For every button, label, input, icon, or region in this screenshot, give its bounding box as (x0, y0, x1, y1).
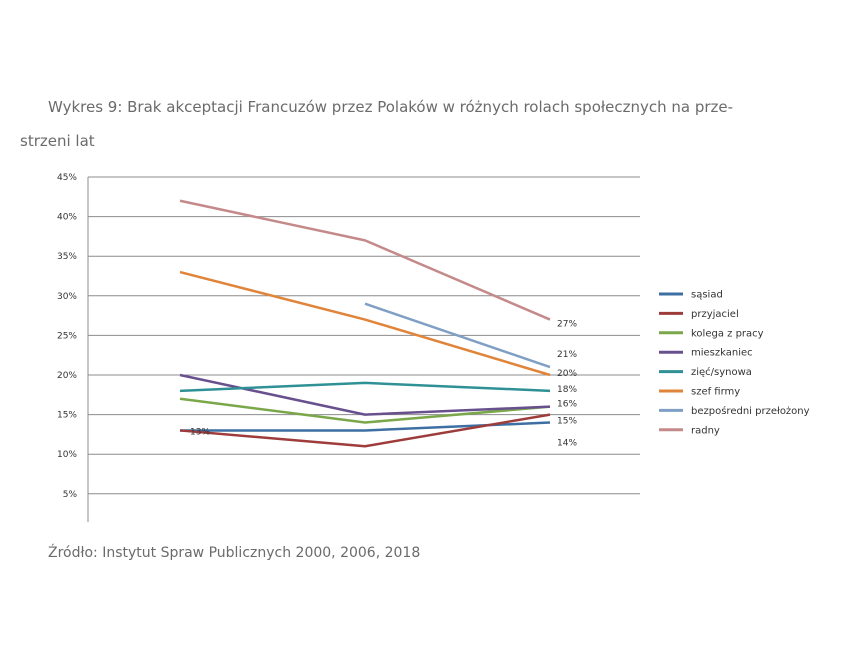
legend-label: przyjaciel (691, 309, 739, 320)
y-tick-label: 5% (63, 490, 78, 500)
y-tick-label: 30% (57, 292, 77, 302)
axes: 5% 10% 15% 20% 25% 30% 35% 40% 45% (57, 173, 89, 522)
legend-label: mieszkaniec (691, 348, 753, 359)
legend-label: kolega z pracy (691, 328, 764, 339)
source-note: Źródło: Instytut Spraw Publicznych 2000,… (48, 545, 421, 561)
y-tick-label: 45% (57, 173, 77, 183)
series-line (179, 381, 551, 393)
end-data-label: 14% (557, 439, 577, 449)
chart-title-line1: Wykres 9: Brak akceptacji Francuzów prze… (48, 98, 734, 116)
y-tick-label: 25% (57, 331, 77, 341)
end-data-label: 21% (557, 350, 577, 360)
y-tick-label: 10% (57, 450, 77, 460)
end-data-label: 27% (557, 320, 577, 330)
series-line (179, 270, 551, 377)
legend-label: radny (691, 425, 720, 436)
end-data-label: 20% (557, 369, 577, 379)
series-lines (179, 199, 551, 448)
legend-label: sąsiad (691, 290, 723, 301)
series-line (179, 373, 551, 416)
end-data-label: 18% (557, 385, 577, 395)
series-line (179, 397, 551, 424)
legend-label: bezpośredni przełożony (691, 405, 810, 417)
series-line (364, 302, 551, 369)
series-line (179, 199, 551, 321)
end-data-label: 16% (557, 400, 577, 410)
legend-label: zięć/synowa (691, 366, 752, 378)
y-tick-label: 40% (57, 213, 77, 223)
series-line (179, 413, 551, 448)
end-data-label: 15% (557, 417, 577, 427)
y-tick-label: 35% (57, 252, 77, 262)
data-labels: 14% 15% 13% 16% 18% 20% 21% 27% (190, 320, 577, 449)
start-data-label: 13% (190, 427, 210, 437)
legend: sąsiad przyjaciel kolega z pracy mieszkanie… (659, 290, 810, 436)
legend-label: szef firmy (691, 387, 740, 398)
chart-title-line2: strzeni lat (20, 132, 95, 150)
y-tick-label: 20% (57, 371, 77, 381)
y-tick-label: 15% (57, 411, 77, 421)
